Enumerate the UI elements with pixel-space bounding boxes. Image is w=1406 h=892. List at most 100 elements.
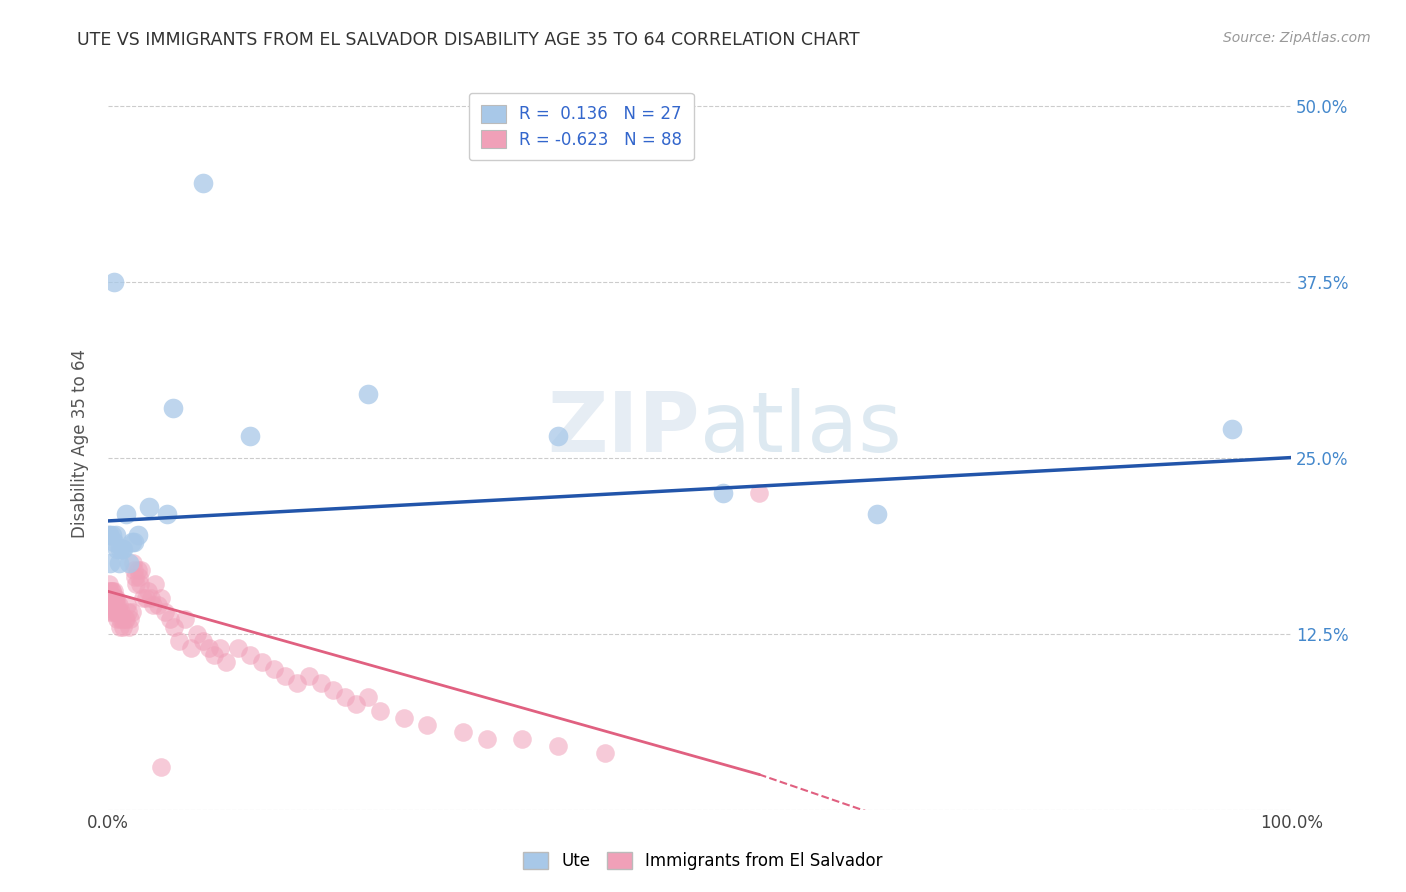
Point: [104, 599, 127, 613]
Point: [135, 591, 157, 606]
Point: [105, 599, 128, 613]
Point: [107, 556, 129, 570]
Point: [100, 584, 122, 599]
Point: [98, 599, 121, 613]
Point: [107, 606, 129, 620]
Point: [475, 732, 498, 747]
Point: [98, 577, 121, 591]
Point: [111, 612, 134, 626]
Point: [125, 577, 148, 591]
Point: [98, 591, 121, 606]
Point: [112, 619, 135, 633]
Point: [191, 176, 214, 190]
Point: [114, 507, 136, 521]
Point: [197, 640, 219, 655]
Point: [111, 542, 134, 557]
Point: [110, 606, 132, 620]
Text: ZIP: ZIP: [547, 388, 700, 469]
Point: [209, 640, 232, 655]
Point: [98, 599, 121, 613]
Point: [392, 711, 415, 725]
Point: [103, 591, 125, 606]
Point: [117, 606, 139, 620]
Point: [101, 591, 124, 606]
Point: [118, 619, 141, 633]
Point: [107, 606, 129, 620]
Point: [127, 563, 149, 577]
Point: [285, 676, 308, 690]
Point: [98, 528, 121, 542]
Point: [298, 669, 321, 683]
Point: [105, 606, 128, 620]
Point: [357, 690, 380, 704]
Point: [98, 584, 121, 599]
Point: [107, 542, 129, 557]
Point: [163, 619, 186, 633]
Point: [129, 577, 152, 591]
Point: [866, 507, 889, 521]
Point: [98, 556, 121, 570]
Point: [121, 556, 143, 570]
Point: [547, 739, 569, 754]
Point: [346, 697, 368, 711]
Point: [1220, 422, 1243, 436]
Point: [105, 591, 128, 606]
Point: [451, 725, 474, 739]
Point: [174, 612, 197, 626]
Point: [122, 535, 145, 549]
Point: [150, 760, 173, 774]
Point: [226, 640, 249, 655]
Point: [167, 633, 190, 648]
Point: [186, 626, 208, 640]
Point: [108, 612, 131, 626]
Point: [180, 640, 202, 655]
Point: [748, 485, 770, 500]
Text: UTE VS IMMIGRANTS FROM EL SALVADOR DISABILITY AGE 35 TO 64 CORRELATION CHART: UTE VS IMMIGRANTS FROM EL SALVADOR DISAB…: [77, 31, 860, 49]
Point: [107, 599, 129, 613]
Point: [98, 584, 121, 599]
Point: [100, 591, 122, 606]
Point: [101, 599, 124, 613]
Point: [121, 606, 143, 620]
Point: [239, 429, 262, 443]
Point: [127, 528, 149, 542]
Point: [114, 612, 136, 626]
Point: [239, 648, 262, 662]
Point: [510, 732, 533, 747]
Point: [104, 606, 127, 620]
Point: [368, 704, 391, 718]
Point: [124, 570, 146, 584]
Point: [104, 591, 127, 606]
Point: [143, 577, 166, 591]
Legend: R =  0.136   N = 27, R = -0.623   N = 88: R = 0.136 N = 27, R = -0.623 N = 88: [470, 93, 693, 161]
Point: [139, 591, 162, 606]
Point: [108, 619, 131, 633]
Point: [142, 599, 165, 613]
Point: [129, 563, 152, 577]
Point: [250, 655, 273, 669]
Point: [103, 275, 125, 289]
Point: [333, 690, 356, 704]
Point: [146, 599, 169, 613]
Point: [120, 612, 142, 626]
Point: [416, 718, 439, 732]
Point: [191, 633, 214, 648]
Point: [105, 528, 128, 542]
Point: [112, 542, 135, 557]
Point: [98, 606, 121, 620]
Point: [547, 429, 569, 443]
Point: [274, 669, 297, 683]
Point: [98, 591, 121, 606]
Legend: Ute, Immigrants from El Salvador: Ute, Immigrants from El Salvador: [516, 845, 890, 877]
Point: [121, 535, 143, 549]
Point: [103, 599, 125, 613]
Point: [100, 528, 122, 542]
Point: [711, 485, 734, 500]
Point: [150, 591, 173, 606]
Point: [138, 500, 160, 514]
Point: [122, 563, 145, 577]
Point: [322, 682, 344, 697]
Point: [153, 606, 176, 620]
Text: Source: ZipAtlas.com: Source: ZipAtlas.com: [1223, 31, 1371, 45]
Point: [159, 612, 181, 626]
